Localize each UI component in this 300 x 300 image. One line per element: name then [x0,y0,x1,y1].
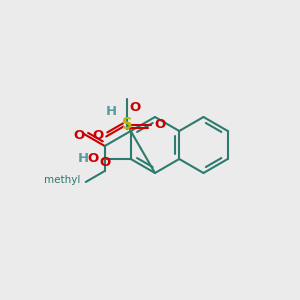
Text: O: O [129,100,140,113]
Text: O: O [99,156,110,169]
Text: methyl: methyl [44,175,81,185]
Text: O: O [154,118,165,131]
Text: O: O [88,152,99,166]
Text: O: O [74,129,85,142]
Text: H: H [106,104,117,118]
Text: O: O [92,129,103,142]
Text: S: S [122,117,132,132]
Text: H: H [78,152,89,166]
